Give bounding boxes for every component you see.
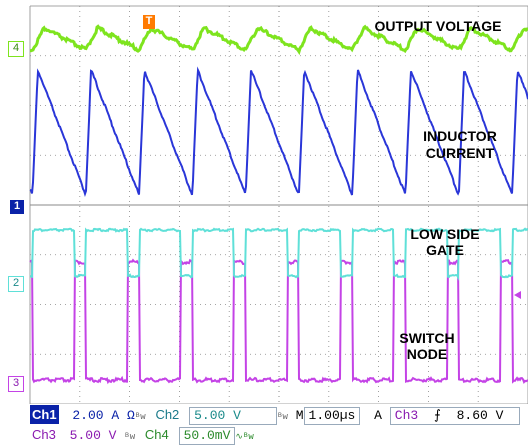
trigger-source: Ch3: [394, 408, 419, 423]
ch1-inductor-current-trace: [29, 66, 528, 198]
ch4-ground-marker[interactable]: 4: [8, 41, 24, 57]
ch3-ground-marker[interactable]: 3: [8, 376, 24, 392]
trigger-level: 8.60 V: [456, 408, 504, 423]
annotation-switch-node-line2: NODE: [406, 346, 448, 362]
ch4-output-voltage-trace: [30, 24, 528, 56]
rising-edge-icon: ⨍: [434, 408, 441, 423]
ch2-bandwidth-icon: ᴮw: [277, 412, 288, 422]
ch2-label[interactable]: Ch2: [155, 407, 180, 422]
annotation-low-side-gate-line1: LOW SIDE: [410, 226, 480, 242]
annotation-inductor-current-line1: INDUCTOR: [423, 128, 497, 144]
timebase-value[interactable]: 1.00µs: [303, 407, 361, 425]
ch3-switch-node-trace: [29, 258, 528, 385]
ch4-scale[interactable]: 50.0mV: [178, 427, 236, 445]
status-row-2: Ch3 5.00 V ᴮw Ch4 50.0mV ∿ᴮw: [30, 425, 254, 445]
ac-coupling-icon: ∿ᴮw: [235, 432, 254, 442]
ch1-label[interactable]: Ch1: [30, 405, 59, 424]
annotation-low-side-gate-line2: GATE: [426, 242, 464, 258]
annotation-switch-node-line1: SWITCH: [399, 330, 455, 346]
trigger-level-marker-icon[interactable]: [514, 291, 521, 299]
annotation-output-voltage: OUTPUT VOLTAGE: [374, 18, 502, 34]
trigger-marker[interactable]: T: [143, 15, 155, 29]
waveform-plot: [29, 5, 528, 404]
trigger-settings[interactable]: Ch3 ⨍ 8.60 V: [389, 407, 520, 425]
trigger-mode: A: [374, 408, 382, 423]
ch2-low-side-gate-trace: [29, 227, 528, 281]
ch2-scale[interactable]: 5.00 V: [189, 407, 278, 425]
ch1-ground-marker[interactable]: 1: [10, 200, 24, 214]
ch4-label[interactable]: Ch4: [144, 427, 169, 442]
ch3-label[interactable]: Ch3: [32, 427, 56, 442]
bandwidth-limit-icon: ᴮw: [134, 412, 146, 422]
ch3-bandwidth-icon: ᴮw: [124, 432, 136, 442]
ohm-icon: Ω: [127, 408, 135, 423]
annotation-inductor-current-line2: CURRENT: [425, 145, 495, 161]
timebase-prefix: M: [295, 408, 304, 423]
ch1-scale[interactable]: 2.00 A: [72, 408, 120, 423]
ch3-scale[interactable]: 5.00 V: [69, 428, 117, 443]
ch2-ground-marker[interactable]: 2: [8, 276, 24, 292]
